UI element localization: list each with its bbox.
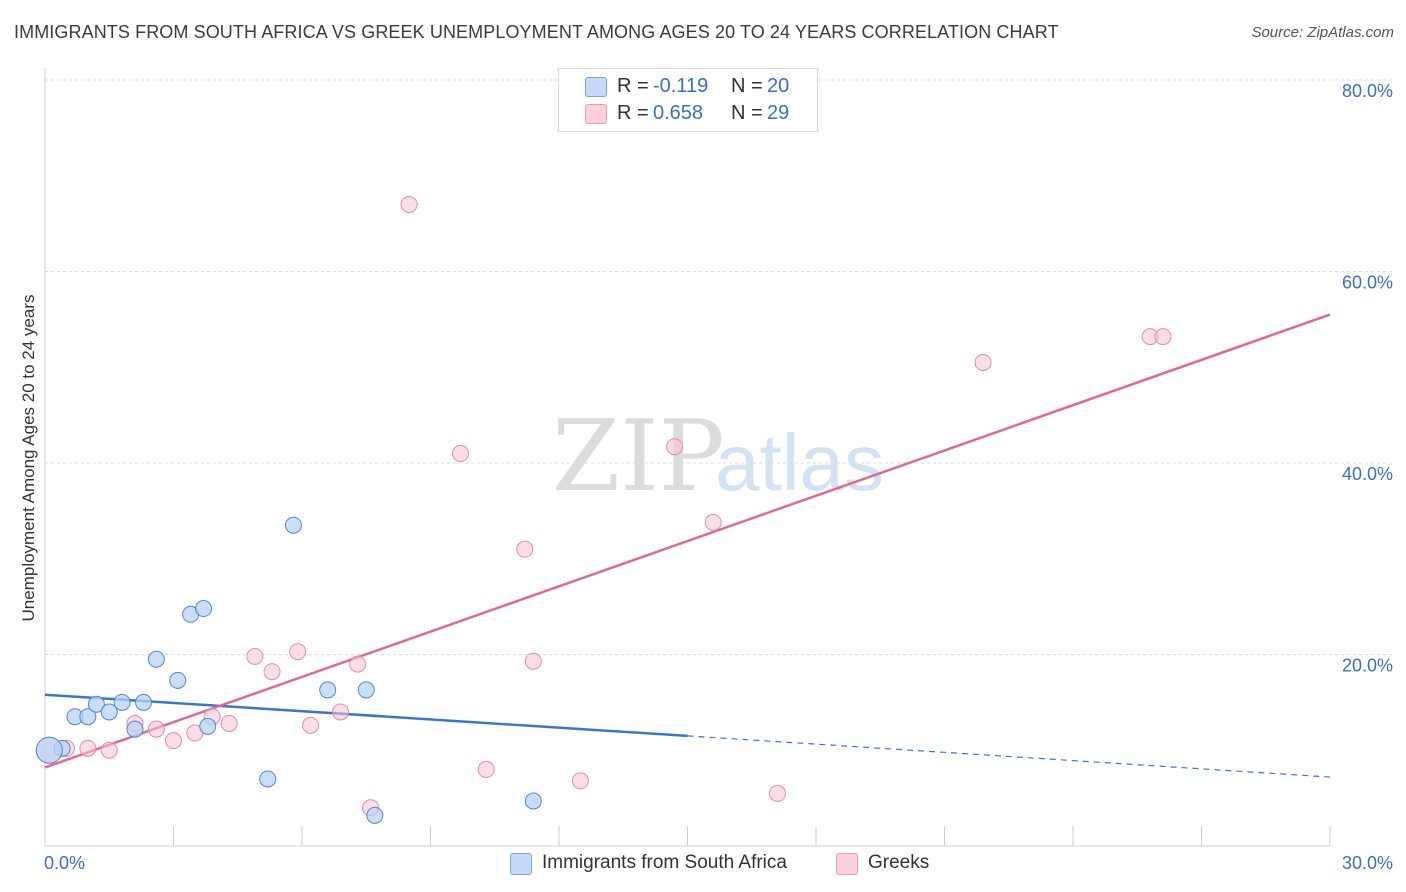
n-label: N = [731,102,763,124]
point-greeks [516,540,534,558]
point-south-africa [147,650,165,668]
point-greeks [220,714,238,732]
legend-stats: R = -0.119 N = 20 R = 0.658 N = 29 [558,68,818,132]
point-south-africa [79,708,97,726]
point-greeks [477,760,495,778]
n-value: 29 [767,102,790,124]
y-tick-label: 20.0% [1342,656,1393,676]
point-south-africa [199,717,217,735]
point-south-africa [169,671,187,689]
grid [45,79,1395,655]
y-tick-label: 80.0% [1342,81,1393,101]
y-axis-label: Unemployment Among Ages 20 to 24 years [19,295,38,622]
watermark: ZIP atlas [552,400,884,514]
point-greeks [100,741,118,759]
legend-label: Immigrants from South Africa [542,852,787,873]
n-value: 20 [767,75,790,97]
r-label: R = [617,102,649,124]
point-south-africa [259,770,277,788]
point-greeks [974,353,992,371]
point-greeks [349,655,367,673]
watermark-atlas: atlas [715,418,884,507]
trend-line-south-africa [44,693,688,738]
point-greeks [332,703,350,721]
point-south-africa [35,736,63,764]
r-value: -0.119 [653,75,709,97]
point-greeks [147,720,165,738]
point-greeks [246,647,264,665]
point-south-africa [284,516,302,534]
point-greeks [666,438,684,456]
chart-title: IMMIGRANTS FROM SOUTH AFRICA VS GREEK UN… [14,22,1059,42]
point-greeks [1154,328,1172,346]
point-south-africa [194,600,212,618]
y-tick-label: 60.0% [1342,273,1393,293]
x-tick-label: 30.0% [1342,853,1393,873]
point-greeks [524,652,542,670]
legend-swatch-blue [585,77,607,97]
legend-swatch-pink [836,853,858,875]
point-south-africa [113,693,131,711]
point-greeks [289,643,307,661]
point-greeks [79,739,97,757]
legend-label: Greeks [868,852,930,873]
watermark-zip: ZIP [552,400,725,514]
trend-line-greeks [44,313,1331,769]
point-south-africa [135,693,153,711]
point-south-africa [319,681,337,699]
trend-lines [44,313,1331,778]
point-south-africa [100,703,118,721]
r-value: 0.658 [653,102,704,124]
source-label: Source: ZipAtlas.com [1251,24,1394,41]
trend-line-south-africa-extension [687,735,1331,778]
point-greeks [704,513,722,531]
point-greeks [768,784,786,802]
point-greeks [263,663,281,681]
x-tick-label: 0.0% [44,853,85,873]
point-greeks [571,772,589,790]
r-label: R = [617,75,649,97]
legend-series: Immigrants from South Africa Greeks [0,852,1406,878]
point-south-africa [357,681,375,699]
data-points [35,195,1172,824]
point-greeks [165,732,182,750]
point-south-africa [126,720,144,738]
point-greeks [302,716,320,734]
point-south-africa [524,792,542,810]
legend-swatch-pink [585,104,607,124]
n-label: N = [731,75,763,97]
point-greeks [451,444,469,462]
y-tick-label: 40.0% [1342,464,1393,484]
point-south-africa [87,695,105,713]
legend-swatch-blue [510,853,532,875]
point-greeks [400,195,418,213]
point-south-africa [366,806,384,824]
axes: 20.0% 40.0% 60.0% 80.0% 0.0% 30.0% [44,68,1393,873]
